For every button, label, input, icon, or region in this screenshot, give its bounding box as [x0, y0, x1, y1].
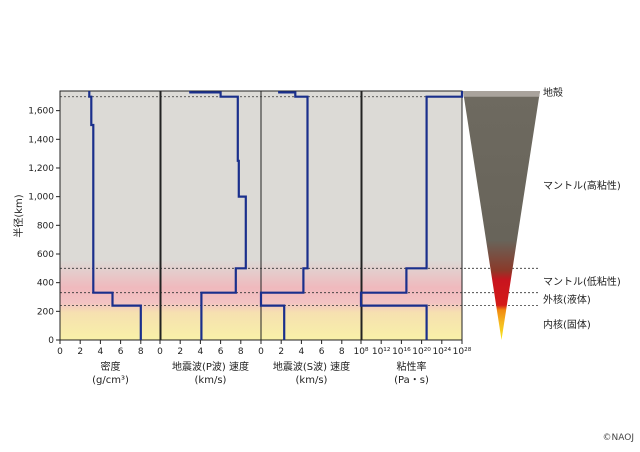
s-wave-xlabel-unit: (km/s)	[296, 375, 328, 386]
viscosity-x-tick-label-3: 10²⁰	[412, 347, 431, 357]
y-tick-label-0: 0	[48, 336, 54, 346]
density-xlabel: 密度	[101, 360, 121, 373]
panel-frame-density	[59, 90, 162, 341]
p-wave-x-tick-label-2: 4	[198, 347, 204, 357]
panel-frame-viscosity	[360, 90, 463, 341]
y-tick-label-4: 800	[37, 221, 54, 231]
viscosity-x-tick-label-5: 10²⁸	[453, 347, 472, 357]
y-tick-label-1: 200	[37, 307, 54, 317]
p-wave-x-tick-label-3: 6	[218, 347, 224, 357]
p-wave-xlabel-unit: (km/s)	[195, 375, 227, 386]
s-wave-xlabel: 地震波(S波) 速度	[273, 360, 350, 373]
layer-label-2: マントル(低粘性)	[543, 275, 621, 288]
s-wave-profile-line	[259, 91, 309, 340]
p-wave-x-tick-label-1: 2	[177, 347, 183, 357]
density-x-tick-label-3: 6	[118, 347, 124, 357]
density-x-tick-label-0: 0	[57, 347, 63, 357]
credit-label: ©NAOJ	[603, 433, 634, 443]
viscosity-x-tick-label-1: 10¹²	[372, 347, 391, 357]
density-x-tick-label-1: 2	[77, 347, 83, 357]
layer-label-4: 内核(固体)	[543, 318, 591, 331]
y-tick-label-3: 600	[37, 250, 54, 260]
viscosity-x-tick-label-4: 10²⁴	[432, 347, 451, 357]
layer-label-1: マントル(高粘性)	[543, 179, 621, 192]
y-tick-label-6: 1,200	[28, 164, 54, 174]
crust-layer	[463, 91, 540, 97]
panel-frame-s-wave	[260, 90, 363, 341]
density-xlabel-unit: (g/cm³)	[92, 375, 129, 386]
p-wave-x-tick-label-4: 8	[238, 347, 244, 357]
y-tick-label-8: 1,600	[28, 107, 54, 117]
p-wave-x-tick-label-0: 0	[157, 347, 163, 357]
viscosity-x-tick-label-2: 10¹⁶	[392, 347, 411, 357]
y-tick-label-2: 400	[37, 279, 54, 289]
y-tick-label-5: 1,000	[28, 193, 54, 203]
layer-label-3: 外核(液体)	[543, 293, 591, 306]
s-wave-x-tick-label-4: 8	[339, 347, 345, 357]
viscosity-xlabel-unit: (Pa・s)	[394, 375, 429, 386]
density-x-tick-label-4: 8	[138, 347, 144, 357]
s-wave-x-tick-label-2: 4	[299, 347, 305, 357]
viscosity-x-tick-label-0: 10⁸	[353, 347, 368, 357]
s-wave-x-tick-label-1: 2	[278, 347, 284, 357]
p-wave-profile-line	[189, 91, 247, 340]
density-x-tick-label-2: 4	[98, 347, 104, 357]
s-wave-x-tick-label-3: 6	[319, 347, 325, 357]
layer-label-0: 地殻	[543, 86, 563, 99]
moon-cross-section	[463, 91, 540, 340]
y-tick-label-7: 1,400	[28, 135, 54, 145]
p-wave-xlabel: 地震波(P波) 速度	[172, 360, 249, 373]
y-axis-title: 半径(km)	[12, 194, 25, 237]
viscosity-profile-line	[359, 91, 464, 340]
s-wave-x-tick-label-0: 0	[258, 347, 264, 357]
viscosity-xlabel: 粘性率	[397, 360, 427, 373]
density-profile-line	[88, 91, 142, 340]
